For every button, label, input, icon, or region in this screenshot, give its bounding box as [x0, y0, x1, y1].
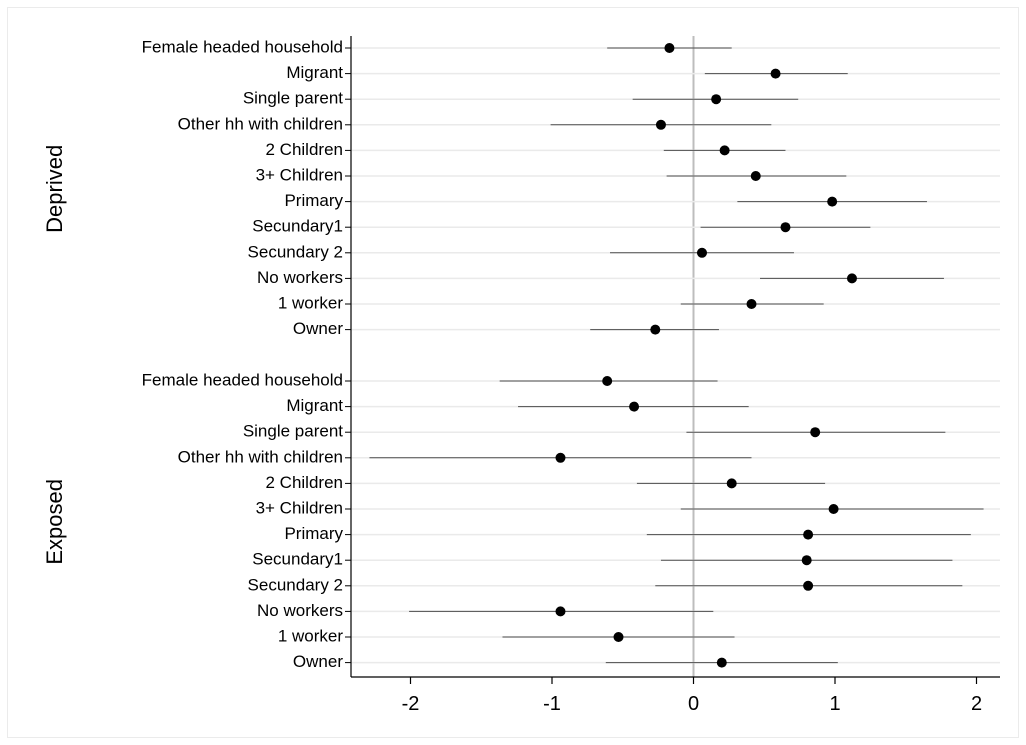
point-exposed-single-parent [810, 427, 821, 438]
point-deprived-secundary1 [780, 222, 791, 233]
point-deprived-3-children [750, 171, 761, 181]
y-tick-label: 2 Children [266, 140, 344, 159]
y-tick-label: 3+ Children [256, 498, 343, 517]
point-exposed-secundary-2 [803, 580, 814, 591]
point-deprived-2-children [719, 145, 730, 156]
group-label-deprived: Deprived [42, 145, 67, 233]
y-tick-label: No workers [257, 601, 343, 620]
point-deprived-owner [650, 324, 661, 335]
group-label-exposed: Exposed [42, 479, 67, 565]
y-tick-label: Single parent [243, 422, 343, 441]
point-exposed-female-headed-household [602, 376, 613, 386]
y-tick-label: Primary [284, 524, 343, 543]
point-deprived-single-parent [711, 94, 722, 105]
y-tick-label: 1 worker [278, 626, 344, 645]
y-tick-label: Secundary1 [252, 217, 343, 236]
y-tick-label: 3+ Children [256, 165, 343, 184]
y-tick-label: Primary [284, 191, 343, 210]
y-tick-label: Migrant [286, 396, 343, 415]
point-deprived-secundary-2 [696, 247, 707, 258]
point-exposed-2-children [726, 478, 737, 489]
y-tick-label: 2 Children [266, 473, 344, 492]
x-tick-label: 0 [688, 693, 699, 715]
y-tick-label: Other hh with children [178, 447, 343, 466]
point-deprived-female-headed-household [664, 43, 675, 53]
y-tick-label: Secundary 2 [248, 242, 343, 261]
point-deprived-primary [827, 196, 838, 207]
point-exposed-secundary1 [801, 555, 812, 566]
x-tick-label: -2 [402, 693, 420, 715]
point-deprived-other-hh-with-children [655, 119, 666, 130]
point-deprived-no-workers [846, 273, 857, 284]
y-tick-label: No workers [257, 268, 343, 287]
point-exposed-migrant [629, 401, 640, 412]
y-tick-label: Female headed household [142, 370, 343, 389]
y-tick-label: Migrant [286, 63, 343, 82]
point-deprived-1-worker [746, 299, 757, 309]
chart-frame [7, 7, 1019, 738]
y-tick-label: Female headed household [142, 37, 343, 56]
point-exposed-other-hh-with-children [555, 452, 566, 463]
point-exposed-1-worker [613, 632, 624, 642]
y-tick-label: Secundary1 [252, 550, 343, 569]
y-tick-label: Single parent [243, 89, 343, 108]
y-tick-label: 1 worker [278, 293, 344, 312]
point-exposed-3-children [828, 504, 839, 514]
x-tick-label: 2 [971, 693, 982, 715]
point-exposed-no-workers [555, 606, 566, 617]
y-tick-label: Other hh with children [178, 114, 343, 133]
y-tick-label: Owner [293, 319, 343, 338]
x-tick-label: -1 [543, 693, 561, 715]
x-tick-label: 1 [829, 693, 840, 715]
y-tick-label: Owner [293, 652, 343, 671]
y-tick-label: Secundary 2 [248, 575, 343, 594]
point-exposed-owner [716, 657, 727, 668]
point-exposed-primary [803, 529, 814, 540]
point-deprived-migrant [770, 68, 781, 79]
